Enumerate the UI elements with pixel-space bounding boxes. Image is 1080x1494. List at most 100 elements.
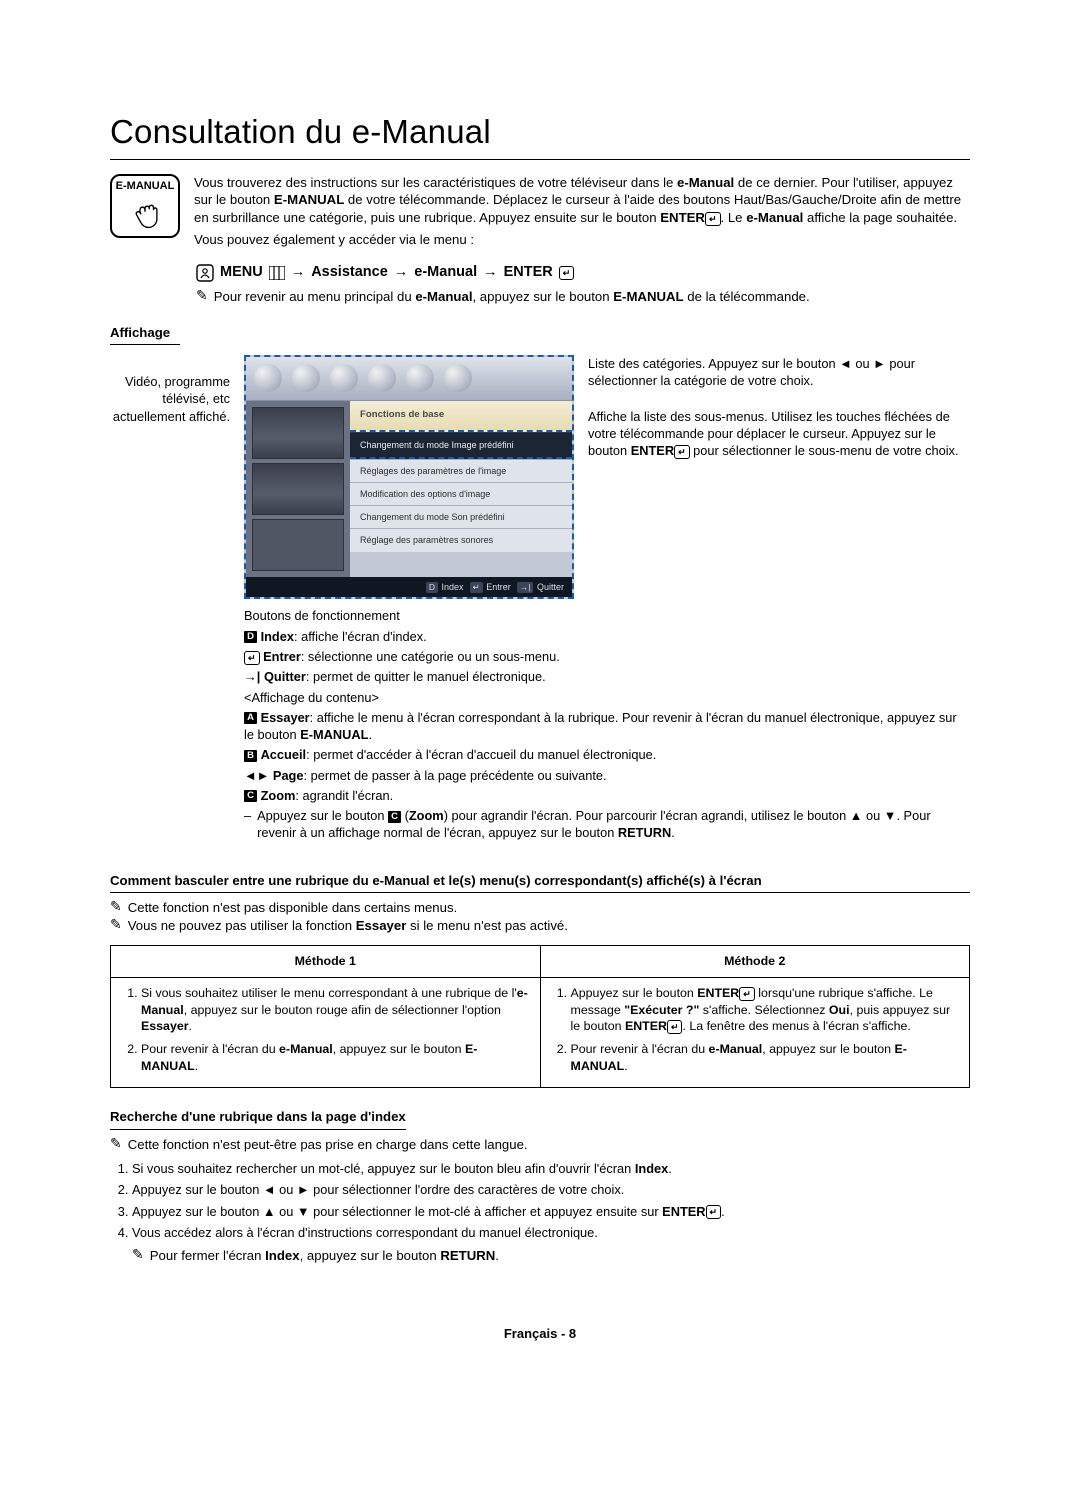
note-icon: ✎ [110, 1136, 122, 1154]
m1-li1-b: , appuyez sur le bouton rouge afin de sé… [184, 1003, 501, 1017]
idx-step1-b: . [668, 1161, 672, 1176]
arrow-2: → [394, 263, 409, 283]
index-search-steps: Si vous souhaitez rechercher un mot-clé,… [110, 1160, 970, 1241]
b-badge-icon: B [244, 750, 257, 762]
quit-label: Quitter [264, 669, 306, 684]
foot-exit: Quitter [537, 582, 564, 592]
thumbnail [252, 519, 344, 571]
m2-li1-bold2: "Exécuter ?" [624, 1003, 699, 1017]
arrow-3: → [483, 263, 498, 283]
d-badge-icon: D [244, 631, 257, 643]
submenu-row: Changement du mode Son prédéfini [350, 505, 572, 528]
method1-cell: Si vous souhaitez utiliser le menu corre… [111, 977, 541, 1088]
submenu-row: Réglages des paramètres de l'image [350, 459, 572, 482]
m2-li2-b: , appuyez sur le bouton [762, 1042, 894, 1056]
note-icon: ✎ [132, 1247, 144, 1265]
m2-li1-bold1: ENTER [697, 986, 739, 1000]
foot-enter: Entrer [486, 582, 511, 592]
foot-exit-icon: →| [517, 582, 534, 593]
zoom-detail-a: Appuyez sur le bouton [257, 808, 388, 823]
return-note-c: de la télécommande. [684, 289, 810, 304]
m1-li1-c: . [189, 1019, 192, 1033]
intro-p1-bold4: e-Manual [746, 210, 803, 225]
idx-close-bold2: RETURN [440, 1248, 495, 1263]
enter-icon: ↵ [739, 987, 755, 1001]
enter-icon: ↵ [244, 651, 260, 665]
emanual-badge-label: E-MANUAL [116, 179, 175, 194]
m1-li2-b: , appuyez sur le bouton [333, 1042, 465, 1056]
enter-icon: ↵ [667, 1020, 683, 1034]
intro-p1-bold1: e-Manual [677, 175, 734, 190]
intro-p1-d: . Le [721, 210, 747, 225]
content-disp-label: <Affichage du contenu> [244, 689, 970, 706]
idx-step4: Vous accédez alors à l'écran d'instructi… [132, 1224, 970, 1241]
accueil-text: : permet d'accéder à l'écran d'accueil d… [306, 747, 656, 762]
enter-icon: ↵ [559, 266, 575, 280]
idx-step1-a: Si vous souhaitez rechercher un mot-clé,… [132, 1161, 635, 1176]
category-icon [254, 364, 282, 392]
submenu-row: Réglage des paramètres sonores [350, 528, 572, 551]
emanual-badge: E-MANUAL [110, 174, 180, 238]
m1-li2-a: Pour revenir à l'écran du [141, 1042, 279, 1056]
switching-note2-bold: Essayer [356, 918, 407, 933]
intro-p1-a: Vous trouverez des instructions sur les … [194, 175, 677, 190]
m1-li2-c: . [195, 1059, 198, 1073]
intro-text: Vous trouverez des instructions sur les … [194, 174, 970, 253]
switching-heading: Comment basculer entre une rubrique du e… [110, 872, 970, 894]
screenshot-footer: D Index ↵ Entrer →| Quitter [246, 577, 572, 597]
return-note-b: , appuyez sur le bouton [472, 289, 613, 304]
return-note-bold1: e-Manual [415, 289, 472, 304]
display-section-label: Affichage [110, 324, 970, 342]
idx-step1-bold: Index [635, 1161, 668, 1176]
m1-li1-a: Si vous souhaitez utiliser le menu corre… [141, 986, 517, 1000]
index-label: Index [261, 629, 294, 644]
display-section-rule [110, 344, 180, 345]
category-icon [292, 364, 320, 392]
m2-li1-bold4: ENTER [625, 1019, 667, 1033]
arrow-1: → [291, 263, 306, 283]
function-buttons-block: Boutons de fonctionnement D Index: affic… [244, 607, 970, 841]
c-badge-icon: C [388, 811, 401, 823]
m2-li1-a: Appuyez sur le bouton [571, 986, 698, 1000]
zoom-text: : agrandit l'écran. [295, 788, 393, 803]
switching-note2-b: si le menu n'est pas activé. [406, 918, 568, 933]
menu-path: MENU → Assistance → e-Manual → ENTER ↵ [196, 263, 970, 283]
foot-index: Index [442, 582, 464, 592]
submenu-header: Fonctions de base [350, 401, 572, 432]
accueil-label: Accueil [261, 747, 307, 762]
zoom-detail-d: . [671, 825, 675, 840]
return-note-bold2: E-MANUAL [613, 289, 683, 304]
title-rule [110, 159, 970, 160]
intro-p1-bold2: E-MANUAL [274, 192, 344, 207]
essayer-text-bold: E-MANUAL [300, 727, 368, 742]
display-screenshot: Fonctions de base Changement du mode Ima… [244, 355, 574, 599]
enter-icon: ↵ [705, 212, 721, 226]
zoom-detail-b: ( [401, 808, 409, 823]
osd-icon [196, 264, 214, 282]
zoom-detail-bold2: RETURN [618, 825, 671, 840]
enter-icon: ↵ [674, 445, 690, 459]
m2-li2-c: . [624, 1059, 627, 1073]
idx-step3-a: Appuyez sur le bouton ▲ ou ▼ pour sélect… [132, 1204, 662, 1219]
page-arrows-icon: ◄► [244, 768, 269, 783]
m2-li2-bold1: e-Manual [709, 1042, 763, 1056]
quit-text: : permet de quitter le manuel électroniq… [306, 669, 546, 684]
hand-icon [128, 196, 162, 230]
intro-p2: Vous pouvez également y accéder via le m… [194, 231, 970, 249]
idx-step3-b: . [721, 1204, 725, 1219]
idx-step2: Appuyez sur le bouton ◄ ou ► pour sélect… [132, 1181, 970, 1198]
menu-seg1: Assistance [311, 263, 388, 283]
submenu-column: Fonctions de base Changement du mode Ima… [350, 401, 572, 577]
intro-p1-bold3: ENTER [660, 210, 705, 225]
m2-li1-c: s'affiche. Sélectionnez [699, 1003, 829, 1017]
idx-step3-bold: ENTER [662, 1204, 705, 1219]
switching-note1: Cette fonction n'est pas disponible dans… [128, 899, 457, 917]
right-caption-2bold: ENTER [631, 443, 674, 458]
menu-label: MENU [220, 263, 263, 283]
category-icon [368, 364, 396, 392]
foot-d-icon: D [426, 582, 438, 593]
submenu-row: Changement du mode Image prédéfini [350, 432, 572, 459]
thumbnail [252, 463, 344, 515]
c-badge-icon: C [244, 790, 257, 802]
menu-grid-icon [269, 266, 285, 280]
